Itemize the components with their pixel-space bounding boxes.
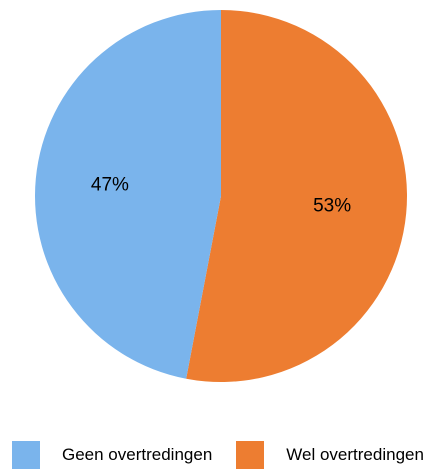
legend-label-wel-overtredingen: Wel overtredingen bbox=[286, 445, 424, 464]
legend-item-geen-overtredingen: Geen overtredingen bbox=[12, 441, 212, 469]
pie-slice-geen-overtredingen bbox=[35, 10, 222, 379]
slice-label-wel-overtredingen: 53% bbox=[313, 196, 351, 217]
legend-swatch-wel-overtredingen bbox=[236, 441, 265, 469]
legend-label-geen-overtredingen: Geen overtredingen bbox=[62, 445, 213, 464]
legend-swatch-geen-overtredingen bbox=[12, 441, 40, 469]
legend-item-wel-overtredingen: Wel overtredingen bbox=[236, 441, 424, 469]
pie-labels: 53% 47% bbox=[91, 175, 351, 217]
chart-legend: Geen overtredingen Wel overtredingen bbox=[12, 441, 424, 469]
pie-slice-wel-overtredingen bbox=[186, 10, 408, 382]
pie-chart: 53% 47% bbox=[35, 10, 408, 382]
slice-label-geen-overtredingen: 47% bbox=[91, 175, 129, 196]
pie-slices bbox=[35, 10, 408, 382]
